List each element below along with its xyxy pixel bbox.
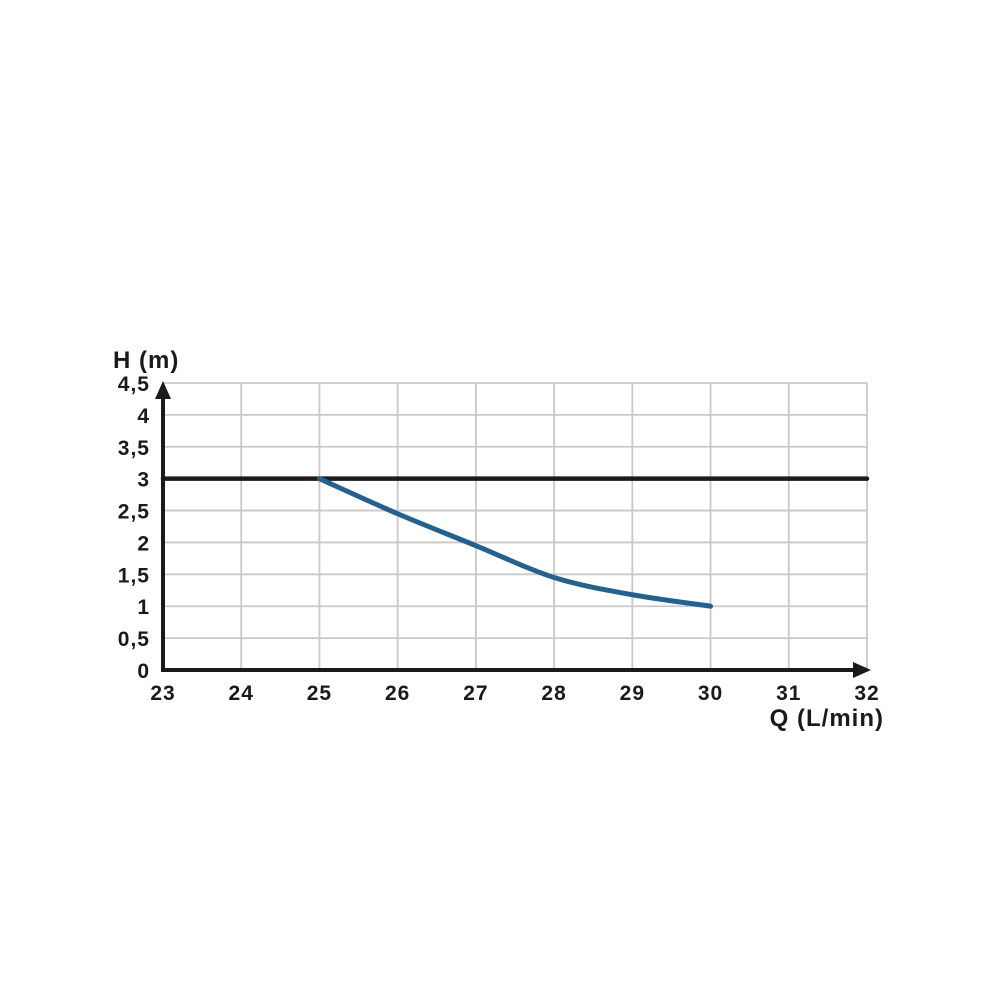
x-axis-title: Q (L/min) [769, 705, 884, 732]
x-tick-label: 25 [307, 682, 332, 705]
y-tick-label: 0,5 [118, 628, 150, 651]
y-tick-label: 3 [137, 469, 150, 492]
y-tick-label: 3,5 [118, 437, 150, 460]
pump-curve-path [316, 476, 714, 609]
y-tick-label: 2,5 [118, 501, 150, 524]
x-tick-label: 30 [698, 682, 723, 705]
x-tick-label: 28 [541, 682, 566, 705]
y-tick-label: 0 [137, 660, 150, 683]
y-tick-label: 4 [137, 405, 150, 428]
x-tick-label: 32 [854, 682, 879, 705]
x-tick-label: 26 [385, 682, 410, 705]
x-tick-label: 24 [229, 682, 254, 705]
x-axis-arrowhead [853, 662, 871, 678]
y-axis-arrowhead [155, 381, 171, 399]
y-tick-label: 1,5 [118, 564, 150, 587]
x-tick-label: 23 [150, 682, 175, 705]
x-tick-label: 27 [463, 682, 488, 705]
y-tick-label: 4,5 [118, 373, 150, 396]
y-axis-title: H (m) [113, 347, 180, 374]
x-tick-label: 29 [620, 682, 645, 705]
x-tick-label: 31 [776, 682, 801, 705]
y-tick-label: 2 [137, 532, 150, 555]
y-tick-label: 1 [137, 596, 150, 619]
